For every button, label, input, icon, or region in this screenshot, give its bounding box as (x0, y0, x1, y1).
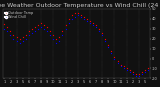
Point (40, 26, 42, 27)
Point (15, 40, 18, 41)
Point (24, 34, 27, 35)
Point (18, 42, 21, 43)
Point (122, 66, 125, 67)
Point (15, 36, 18, 37)
Point (125, 68, 128, 69)
Point (37, 24, 39, 25)
Point (49, 34, 52, 35)
Point (76, 14, 79, 15)
Title: Milwaukee Weather Outdoor Temperature vs Wind Chill (24 Hours): Milwaukee Weather Outdoor Temperature vs… (0, 3, 160, 8)
Point (58, 40, 61, 41)
Point (73, 16, 76, 17)
Point (98, 30, 100, 31)
Point (64, 24, 67, 25)
Point (24, 38, 27, 39)
Point (6, 26, 9, 27)
Point (76, 12, 79, 14)
Point (135, 74, 137, 75)
Point (43, 28, 45, 29)
Point (58, 36, 61, 37)
Point (125, 70, 128, 71)
Point (31, 32, 33, 33)
Point (86, 20, 88, 21)
Point (89, 20, 91, 21)
Point (119, 64, 122, 65)
Point (92, 22, 94, 23)
Point (52, 34, 55, 35)
Point (132, 72, 134, 73)
Point (147, 68, 149, 69)
Point (132, 74, 134, 75)
Point (144, 72, 146, 73)
Point (21, 36, 24, 37)
Point (61, 34, 64, 35)
Point (138, 74, 140, 75)
Point (31, 28, 33, 29)
Point (144, 70, 146, 71)
Point (34, 26, 36, 27)
Point (64, 28, 67, 29)
Point (116, 62, 119, 63)
Point (61, 30, 64, 31)
Point (28, 30, 30, 31)
Point (80, 16, 82, 17)
Point (110, 52, 113, 53)
Point (92, 24, 94, 25)
Point (122, 68, 125, 69)
Point (89, 22, 91, 23)
Point (70, 14, 73, 15)
Point (113, 56, 116, 57)
Point (80, 14, 82, 15)
Point (28, 34, 30, 35)
Point (18, 38, 21, 39)
Point (73, 12, 76, 14)
Point (98, 28, 100, 29)
Point (67, 18, 70, 19)
Point (46, 26, 48, 27)
Point (67, 22, 70, 23)
Point (101, 34, 104, 35)
Point (113, 58, 116, 59)
Point (128, 72, 131, 73)
Point (83, 16, 85, 17)
Point (83, 18, 85, 19)
Point (95, 26, 97, 27)
Point (46, 30, 48, 31)
Point (141, 74, 143, 75)
Point (86, 18, 88, 19)
Point (128, 70, 131, 71)
Point (70, 18, 73, 19)
Point (12, 38, 15, 39)
Point (138, 76, 140, 77)
Point (3, 23, 6, 24)
Point (101, 32, 104, 33)
Point (55, 42, 58, 43)
Point (95, 24, 97, 25)
Point (49, 30, 52, 31)
Point (37, 28, 39, 29)
Point (3, 28, 6, 29)
Point (107, 46, 110, 47)
Point (135, 76, 137, 77)
Point (119, 66, 122, 67)
Point (34, 30, 36, 31)
Point (21, 40, 24, 41)
Point (12, 34, 15, 35)
Point (116, 60, 119, 61)
Point (6, 30, 9, 31)
Point (104, 38, 107, 39)
Point (9, 30, 12, 31)
Point (147, 70, 149, 71)
Point (110, 50, 113, 51)
Point (107, 44, 110, 45)
Point (52, 38, 55, 39)
Point (55, 38, 58, 39)
Point (9, 34, 12, 35)
Point (104, 40, 107, 41)
Legend: Outdoor Temp, Wind Chill: Outdoor Temp, Wind Chill (4, 11, 33, 20)
Point (40, 22, 42, 23)
Point (141, 72, 143, 73)
Point (43, 24, 45, 25)
